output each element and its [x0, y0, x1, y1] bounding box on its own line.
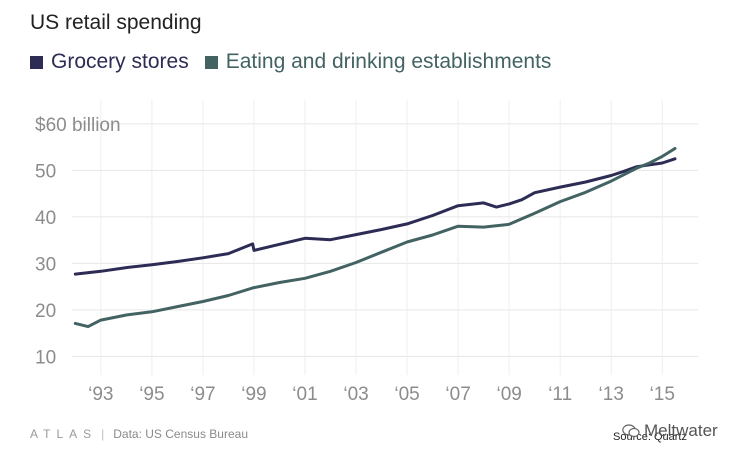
x-tick-label-2009: ‘09 — [496, 384, 521, 405]
x-tick-label-2001: ‘01 — [292, 384, 317, 405]
x-tick-label-2011: ‘11 — [548, 384, 572, 405]
x-tick-label-1999: ‘99 — [241, 384, 266, 405]
footer-divider: | — [101, 427, 105, 441]
x-axis-ticks: ‘93 ‘95 ‘97 ‘99 ‘01 ‘03 ‘05 ‘07 ‘09 ‘11 ‘13 ‘15 — [88, 384, 675, 405]
y-tick-label-50: 50 — [35, 161, 56, 182]
gridlines — [72, 100, 698, 375]
y-tick-label-60: $60 billion — [35, 115, 121, 136]
x-tick-label-2005: ‘05 — [394, 384, 419, 405]
watermark-text: Meltwater — [644, 421, 718, 440]
legend-item-eating: Eating and drinking establishments — [204, 50, 552, 74]
atlas-logo: ATLAS — [30, 427, 98, 441]
legend-item-grocery: Grocery stores — [30, 50, 189, 74]
x-tick-label-1993: ‘93 — [88, 384, 113, 405]
wechat-icon — [622, 424, 640, 438]
x-tick-label-2013: ‘13 — [599, 384, 624, 405]
legend-label-grocery: Grocery stores — [51, 50, 189, 73]
footer: ATLAS | Data: US Census Bureau — [30, 427, 248, 441]
legend: Grocery stores Eating and drinking estab… — [30, 50, 567, 74]
chart-title: US retail spending — [30, 11, 202, 34]
series-line-eating — [73, 147, 677, 329]
legend-swatch-grocery — [30, 55, 43, 69]
x-tick-label-2015: ‘15 — [650, 384, 675, 405]
watermark: Meltwater — [622, 421, 718, 441]
y-axis-ticks: 10 20 30 40 50 $60 billion — [35, 115, 121, 369]
y-tick-label-20: 20 — [35, 301, 56, 322]
y-tick-label-30: 30 — [35, 254, 56, 275]
series-lines — [73, 147, 677, 329]
y-tick-label-40: 40 — [35, 208, 56, 229]
legend-swatch-eating — [204, 55, 218, 69]
x-tick-label-2007: ‘07 — [445, 384, 470, 405]
x-tick-label-1997: ‘97 — [190, 384, 215, 405]
data-credit: Data: US Census Bureau — [113, 427, 248, 441]
x-tick-label-1995: ‘95 — [139, 384, 164, 405]
legend-label-eating: Eating and drinking establishments — [225, 50, 552, 73]
series-line-grocery — [73, 157, 677, 276]
x-tick-label-2003: ‘03 — [343, 384, 368, 405]
y-tick-label-10: 10 — [35, 347, 56, 368]
